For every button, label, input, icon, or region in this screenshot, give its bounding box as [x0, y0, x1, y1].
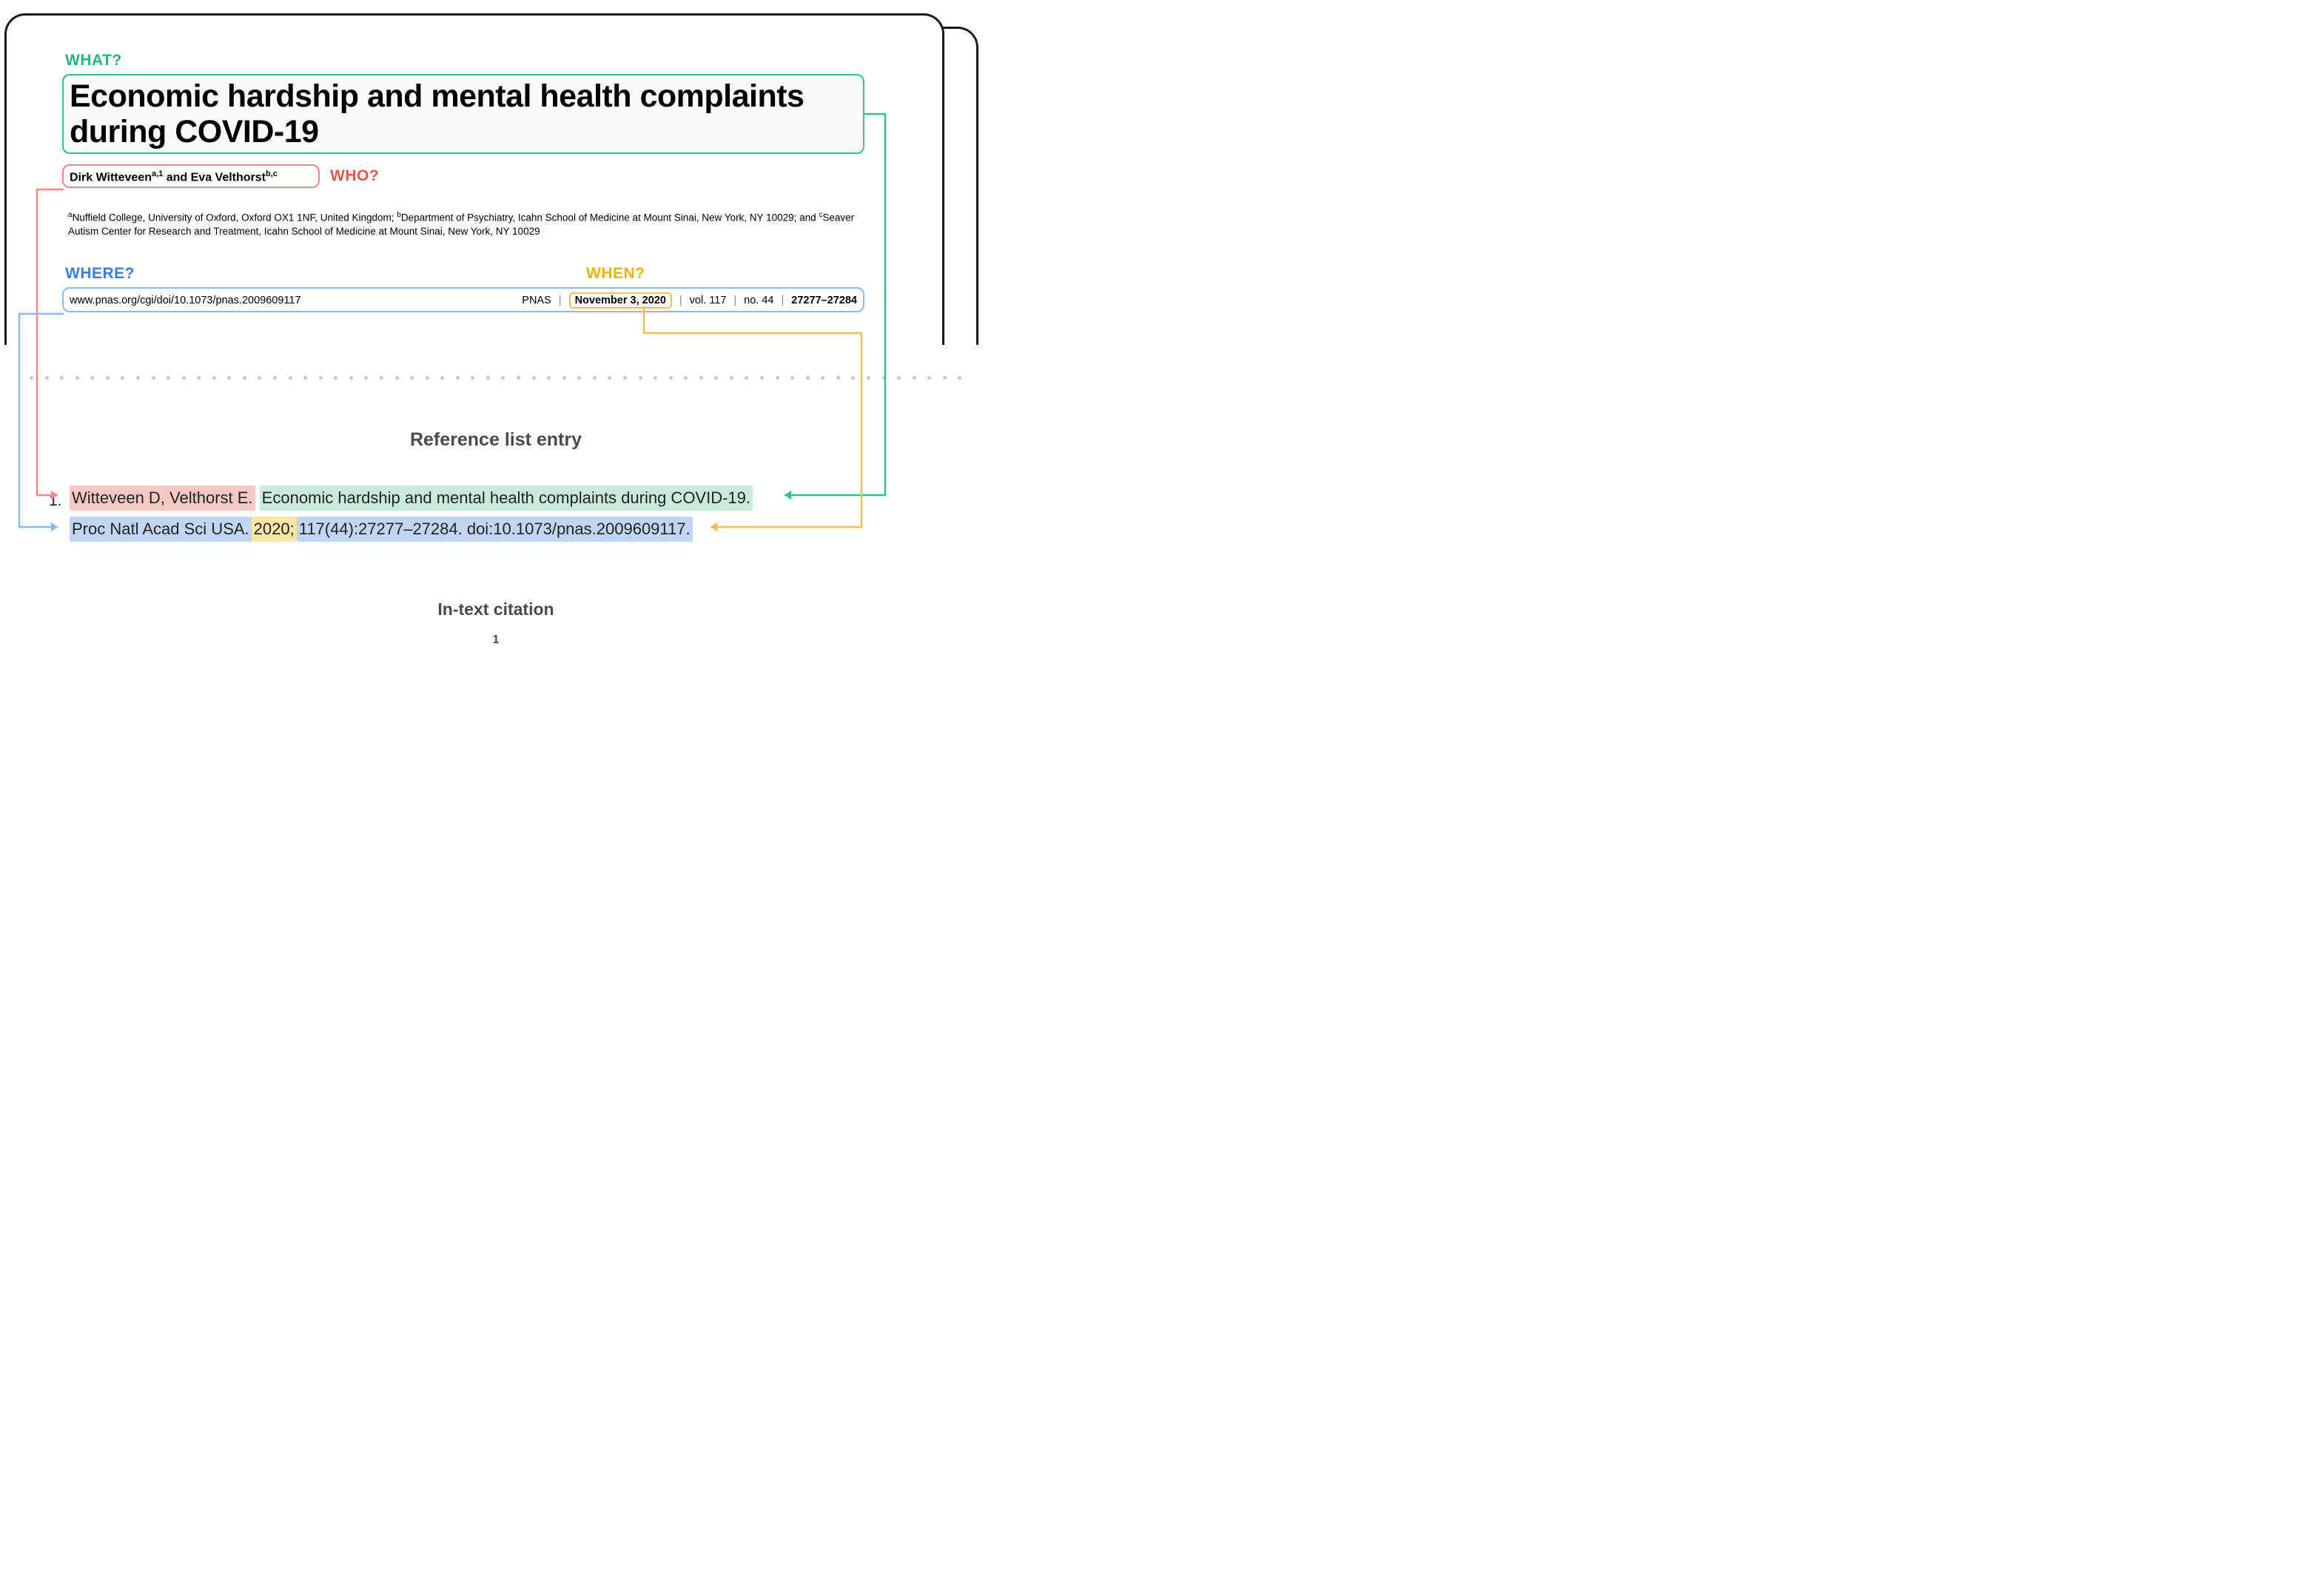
paper-authors: Dirk Witteveena,1 and Eva Velthorstb,c — [70, 169, 278, 184]
label-who: WHO? — [330, 167, 379, 185]
intext-heading: In-text citation — [0, 599, 992, 619]
separator-icon: | — [679, 295, 682, 306]
label-where: WHERE? — [65, 265, 135, 283]
source-pages: 27277–27284 — [791, 295, 857, 306]
source-volume: vol. 117 — [690, 295, 727, 306]
reference-entry: 1. Witteveen D, Velthorst E. Economic ha… — [70, 483, 753, 545]
reference-number: 1. — [49, 486, 62, 516]
paper-affiliations: aNuffield College, University of Oxford,… — [68, 210, 873, 238]
reference-heading: Reference list entry — [0, 429, 992, 451]
paper-source-line: www.pnas.org/cgi/doi/10.1073/pnas.200960… — [70, 292, 857, 309]
source-journal: PNAS — [522, 295, 551, 306]
highlight-date: November 3, 2020 — [569, 292, 672, 309]
intext-value: 1 — [0, 634, 992, 647]
dotted-divider — [30, 376, 962, 380]
separator-icon: | — [733, 295, 736, 306]
paper-title: Economic hardship and mental health comp… — [70, 78, 857, 150]
source-date: November 3, 2020 — [575, 295, 666, 306]
separator-icon: | — [782, 295, 785, 306]
label-when: WHEN? — [586, 265, 645, 283]
diagram-stage: WHAT? Economic hardship and mental healt… — [0, 0, 992, 666]
ref-year: 2020; — [252, 517, 297, 542]
ref-rest: 117(44):27277–27284. doi:10.1073/pnas.20… — [297, 517, 693, 542]
separator-icon: | — [559, 295, 562, 306]
source-doi: www.pnas.org/cgi/doi/10.1073/pnas.200960… — [70, 295, 301, 306]
ref-journal: Proc Natl Acad Sci USA. — [70, 517, 252, 542]
source-issue: no. 44 — [744, 295, 773, 306]
ref-authors: Witteveen D, Velthorst E. — [70, 486, 255, 511]
ref-title: Economic hardship and mental health comp… — [260, 486, 753, 511]
label-what: WHAT? — [65, 52, 122, 70]
